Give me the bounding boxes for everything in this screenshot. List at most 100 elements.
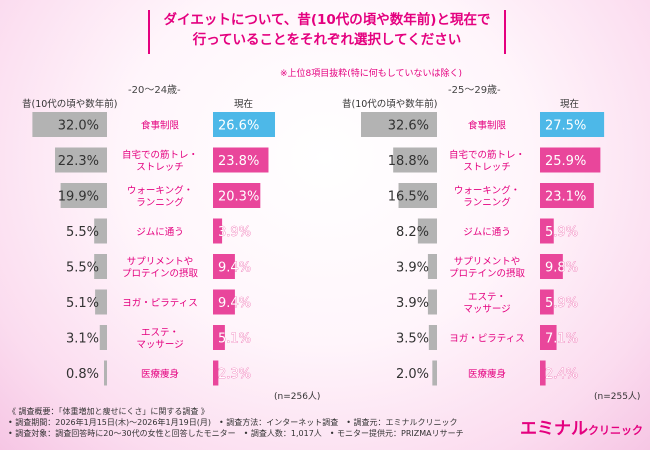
- category-label: サプリメントや: [454, 257, 521, 268]
- category-label: ヨガ・ピラティス: [449, 334, 524, 345]
- category-label: ウォーキング・: [454, 185, 520, 197]
- present-bar: [213, 289, 235, 315]
- category-label: ヨガ・ピラティス: [122, 298, 197, 309]
- category-label: 医療痩身: [141, 368, 179, 380]
- present-value-label: 25.9%: [545, 154, 586, 169]
- present-value-label: 5.1%: [218, 332, 251, 347]
- note: ※上位8項目抜粋(特に何もしていないは除く): [280, 69, 463, 79]
- header-present-1: 現在: [234, 99, 254, 110]
- category-label: 自宅での筋トレ・: [449, 149, 525, 161]
- past-value-label: 22.3%: [58, 154, 99, 169]
- present-bar: [540, 112, 605, 137]
- past-value-label: 5.1%: [66, 296, 99, 311]
- brand-name: エミナル: [520, 419, 588, 439]
- category-label: 食事制限: [141, 120, 180, 132]
- brand-logo: エミナルクリニック: [520, 414, 643, 439]
- footer-line-3: • 調査対象：調査回答時に20～30代の女性と回答したモニター • 調査人数：1…: [8, 429, 464, 438]
- present-bar: [540, 254, 563, 279]
- past-value-label: 19.9%: [58, 190, 99, 205]
- past-value-label: 32.6%: [388, 119, 429, 134]
- header-past-1: 昔(10代の頃や数年前): [22, 99, 118, 110]
- present-value-label: 7.1%: [545, 332, 578, 347]
- survey-footer: 《 調査概要：「体重増加と痩せにくさ」に関する調査 》 • 調査期間：2026年…: [8, 406, 464, 439]
- present-value-label: 9.4%: [218, 261, 251, 276]
- present-value-label: 9.4%: [218, 296, 251, 311]
- past-bar: [361, 112, 437, 137]
- present-value-label: 26.6%: [218, 119, 259, 134]
- past-value-label: 5.5%: [66, 225, 99, 240]
- past-bar: [32, 112, 107, 137]
- past-bar: [94, 254, 107, 279]
- past-bar: [393, 147, 437, 173]
- past-bar: [94, 218, 107, 244]
- present-value-label: 2.3%: [218, 367, 251, 382]
- present-bar: [540, 218, 554, 244]
- present-bar: [213, 218, 223, 244]
- category-label: マッサージ: [463, 304, 510, 315]
- present-value-label: 23.8%: [218, 154, 259, 169]
- category-label: 食事制限: [468, 120, 507, 132]
- present-bar: [540, 183, 594, 208]
- category-label: マッサージ: [136, 340, 183, 351]
- past-bar: [417, 218, 437, 244]
- present-bar: [213, 360, 219, 386]
- brand-sub: クリニック: [588, 424, 643, 437]
- category-label: ランニング: [463, 197, 511, 209]
- past-bar: [428, 325, 437, 350]
- present-value-label: 2.4%: [545, 367, 578, 382]
- title-line-1: ダイエットについて、昔(10代の頃や数年前)と現在で: [163, 12, 491, 28]
- footer-line-2: • 調査期間：2026年1月15日(木)～2026年1月19日(月) • 調査方…: [8, 418, 458, 427]
- present-value-label: 9.8%: [545, 261, 578, 276]
- header-past-2: 昔(10代の頃や数年前): [342, 99, 438, 110]
- category-label: ストレッチ: [136, 162, 184, 173]
- past-bar: [95, 289, 107, 315]
- panel-title-1: -20～24歳-: [128, 85, 181, 96]
- present-value-label: 27.5%: [545, 119, 586, 134]
- past-value-label: 8.2%: [396, 225, 429, 240]
- past-value-label: 0.8%: [66, 367, 99, 382]
- present-bar: [213, 325, 225, 350]
- category-label: 自宅での筋トレ・: [122, 149, 198, 161]
- category-label: ウォーキング・: [127, 185, 193, 197]
- category-label: 医療痩身: [468, 368, 506, 380]
- footer-line-1: 《 調査概要：「体重増加と痩せにくさ」に関する調査 》: [8, 407, 209, 416]
- past-value-label: 5.5%: [66, 261, 99, 276]
- present-bar: [540, 360, 546, 386]
- past-value-label: 3.9%: [396, 296, 429, 311]
- category-label: ストレッチ: [463, 162, 511, 173]
- past-bar: [427, 289, 437, 315]
- category-label: ジムに通う: [463, 227, 511, 238]
- n-label-1: (n=256人): [274, 392, 321, 402]
- past-bar: [432, 360, 437, 386]
- past-value-label: 18.8%: [388, 154, 429, 169]
- category-label: プロテインの摂取: [122, 268, 199, 280]
- past-value-label: 3.1%: [66, 332, 99, 347]
- past-value-label: 16.5%: [388, 190, 429, 205]
- present-value-label: 20.3%: [218, 190, 259, 205]
- past-bar: [427, 254, 437, 279]
- panel-title-2: -25～29歳-: [448, 85, 501, 96]
- past-bar: [60, 183, 107, 208]
- past-value-label: 3.5%: [396, 332, 429, 347]
- past-bar: [104, 360, 107, 386]
- present-value-label: 5.9%: [545, 296, 578, 311]
- past-value-label: 3.9%: [396, 261, 429, 276]
- present-bar: [213, 147, 269, 173]
- category-label: ランニング: [136, 197, 184, 209]
- past-bar: [55, 147, 107, 173]
- present-value-label: 23.1%: [545, 190, 586, 205]
- present-bar: [540, 147, 601, 173]
- present-value-label: 5.9%: [545, 225, 578, 240]
- past-bar: [99, 325, 107, 350]
- header-present-2: 現在: [560, 99, 580, 110]
- title-line-2: 行っていることをそれぞれ選択してください: [192, 32, 462, 48]
- category-label: エステ・: [468, 292, 506, 303]
- chart-title: ダイエットについて、昔(10代の頃や数年前)と現在で 行っていることをそれぞれ選…: [148, 10, 506, 54]
- past-bar: [398, 183, 437, 208]
- past-value-label: 32.0%: [58, 119, 99, 134]
- category-label: サプリメントや: [127, 257, 194, 268]
- present-bar: [213, 254, 235, 279]
- present-bar: [213, 183, 261, 208]
- past-value-label: 2.0%: [396, 367, 429, 382]
